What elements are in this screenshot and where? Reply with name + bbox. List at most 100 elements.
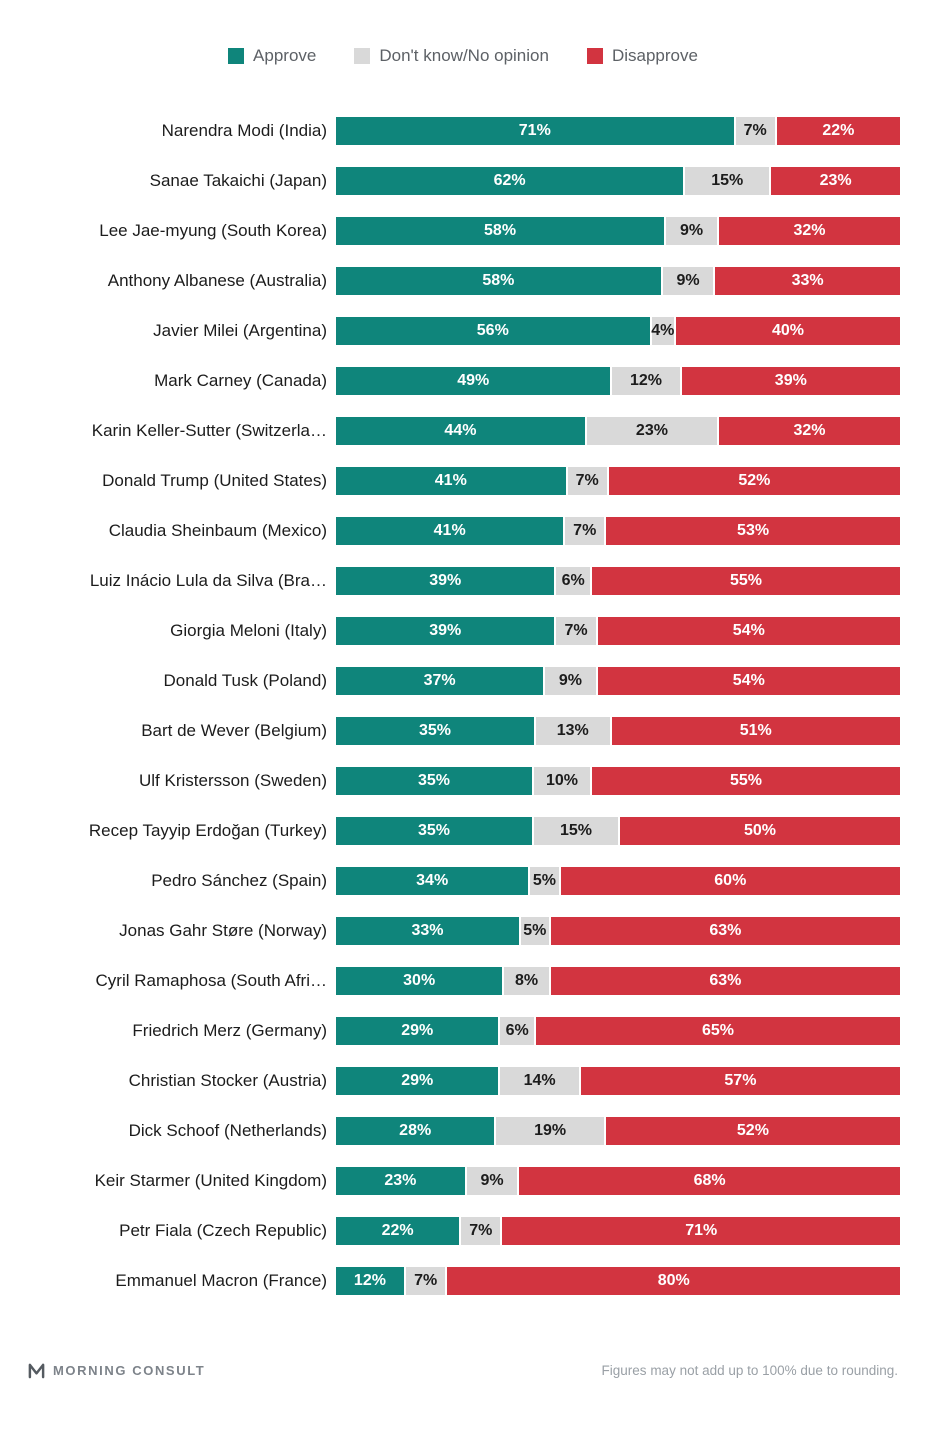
approve-segment: 29% — [336, 1067, 499, 1095]
approve-value: 41% — [433, 522, 466, 539]
leader-row: Jonas Gahr Støre (Norway) 33% 5% 63% — [0, 906, 926, 956]
disapprove-value: 51% — [739, 722, 772, 739]
legend-item-dont-know: Don't know/No opinion — [354, 46, 549, 66]
dont-know-value: 9% — [679, 222, 704, 239]
leader-name: Recep Tayyip Erdoğan (Turkey) — [88, 821, 327, 840]
leader-row: Keir Starmer (United Kingdom) 23% 9% 68% — [0, 1156, 926, 1206]
disapprove-segment: 63% — [550, 917, 900, 945]
leader-name: Bart de Wever (Belgium) — [141, 721, 327, 740]
leader-row: Giorgia Meloni (Italy) 39% 7% 54% — [0, 606, 926, 656]
dont-know-segment: 5% — [530, 867, 559, 895]
disapprove-value: 33% — [791, 272, 824, 289]
stacked-bar: 35% 13% 51% — [336, 717, 900, 745]
dont-know-segment: 14% — [500, 1067, 579, 1095]
disapprove-segment: 68% — [519, 1167, 900, 1195]
disapprove-segment: 33% — [715, 267, 900, 295]
dont-know-value: 15% — [711, 172, 744, 189]
dont-know-segment: 6% — [500, 1017, 534, 1045]
legend-label: Don't know/No opinion — [379, 46, 549, 65]
leader-row: Mark Carney (Canada) 49% 12% 39% — [0, 356, 926, 406]
dont-know-value: 13% — [556, 722, 589, 739]
disapprove-segment: 57% — [580, 1067, 901, 1095]
approve-value: 33% — [411, 922, 444, 939]
leader-name: Karin Keller-Sutter (Switzerla… — [91, 421, 327, 440]
leader-name: Anthony Albanese (Australia) — [107, 271, 327, 290]
approve-segment: 34% — [336, 867, 529, 895]
disapprove-value: 23% — [819, 172, 852, 189]
approve-segment: 12% — [336, 1267, 404, 1295]
stacked-bar: 33% 5% 63% — [336, 917, 900, 945]
disapprove-value: 54% — [732, 672, 765, 689]
disapprove-value: 65% — [701, 1022, 735, 1039]
leader-name: Luiz Inácio Lula da Silva (Bra… — [89, 571, 327, 590]
stacked-bar: 29% 14% 57% — [336, 1067, 901, 1095]
leader-row: Luiz Inácio Lula da Silva (Bra… 39% 6% 55% — [0, 556, 926, 606]
leader-row: Lee Jae-myung (South Korea) 58% 9% 32% — [0, 206, 926, 256]
approve-segment: 35% — [336, 717, 534, 745]
approve-value: 35% — [417, 772, 451, 789]
dont-know-value: 7% — [573, 522, 597, 539]
approve-value: 22% — [381, 1222, 414, 1239]
approve-value: 58% — [484, 222, 517, 239]
leader-name: Mark Carney (Canada) — [154, 371, 327, 390]
dont-know-value: 5% — [532, 872, 557, 889]
disapprove-segment: 32% — [718, 217, 900, 245]
leader-row: Anthony Albanese (Australia) 58% 9% 33% — [0, 256, 926, 306]
dont-know-value: 7% — [469, 1222, 493, 1239]
dont-know-value: 23% — [635, 422, 668, 439]
dont-know-segment: 19% — [496, 1117, 604, 1145]
stacked-bar: 35% 10% 55% — [336, 767, 900, 795]
approve-value: 29% — [401, 1072, 434, 1089]
approve-segment: 37% — [336, 667, 544, 695]
disapprove-value: 57% — [724, 1072, 757, 1089]
dont-know-value: 15% — [559, 822, 593, 839]
approve-value: 29% — [401, 1022, 434, 1039]
approve-value: 62% — [493, 172, 526, 189]
stacked-bar: 71% 7% 22% — [336, 117, 900, 145]
disapprove-segment: 22% — [776, 117, 900, 145]
dont-know-value: 14% — [523, 1072, 556, 1089]
disapprove-value: 40% — [771, 322, 805, 339]
morning-consult-logo-icon — [28, 1363, 45, 1379]
disapprove-segment: 65% — [536, 1017, 900, 1045]
disapprove-value: 52% — [736, 1122, 769, 1139]
leader-row: Karin Keller-Sutter (Switzerla… 44% 23% 32% — [0, 406, 926, 456]
rounding-note: Figures may not add up to 100% due to ro… — [601, 1363, 898, 1378]
approve-value: 35% — [417, 822, 451, 839]
approve-segment: 41% — [336, 517, 564, 545]
dont-know-value: 4% — [651, 322, 675, 339]
approve-segment: 58% — [336, 267, 661, 295]
disapprove-segment: 80% — [447, 1267, 900, 1295]
approve-value: 30% — [403, 972, 436, 989]
leader-name: Donald Trump (United States) — [102, 471, 327, 490]
disapprove-value: 54% — [732, 622, 765, 639]
disapprove-value: 55% — [729, 772, 763, 789]
leader-row: Cyril Ramaphosa (South Afri… 30% 8% 63% — [0, 956, 926, 1006]
disapprove-value: 68% — [693, 1172, 726, 1189]
disapprove-value: 80% — [657, 1272, 690, 1289]
stacked-bar: 37% 9% 54% — [336, 667, 901, 695]
stacked-bar: 28% 19% 52% — [336, 1117, 900, 1145]
approve-segment: 44% — [336, 417, 585, 445]
dont-know-segment: 15% — [685, 167, 770, 195]
dont-know-segment: 7% — [565, 517, 605, 545]
approve-segment: 35% — [336, 817, 532, 845]
dont-know-segment: 6% — [556, 567, 590, 595]
approve-swatch-icon — [228, 48, 245, 64]
approve-value: 28% — [399, 1122, 432, 1139]
approve-value: 34% — [416, 872, 449, 889]
disapprove-value: 32% — [793, 222, 826, 239]
stacked-bar: 22% 7% 71% — [336, 1217, 900, 1245]
leader-name: Ulf Kristersson (Sweden) — [138, 771, 327, 790]
leader-row: Bart de Wever (Belgium) 35% 13% 51% — [0, 706, 926, 756]
legend-item-approve: Approve — [228, 46, 316, 66]
stacked-bar: 56% 4% 40% — [336, 317, 900, 345]
stacked-bar: 23% 9% 68% — [336, 1167, 900, 1195]
disapprove-value: 60% — [714, 872, 747, 889]
disapprove-segment: 71% — [502, 1217, 900, 1245]
leader-row: Claudia Sheinbaum (Mexico) 41% 7% 53% — [0, 506, 926, 556]
disapprove-segment: 55% — [592, 767, 900, 795]
leader-name: Friedrich Merz (Germany) — [132, 1021, 327, 1040]
leader-name: Giorgia Meloni (Italy) — [170, 621, 327, 640]
approve-segment: 39% — [336, 617, 555, 645]
